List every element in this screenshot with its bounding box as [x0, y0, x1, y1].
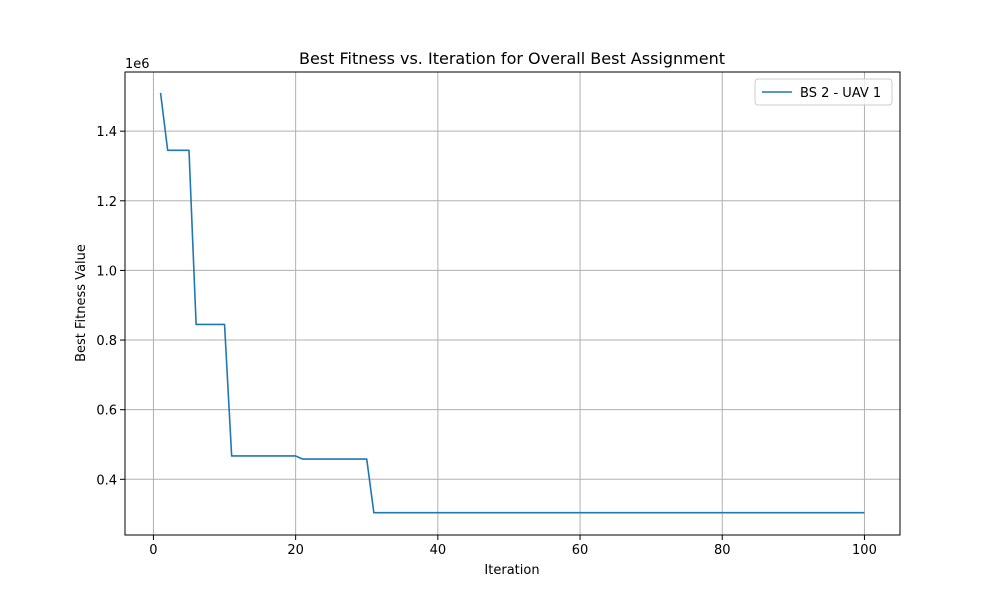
x-tick-label: 0: [149, 543, 157, 558]
y-tick-label: 0.8: [96, 334, 117, 349]
plot-frame: [124, 71, 901, 536]
grid: [125, 72, 900, 535]
series-lines: [159, 92, 865, 514]
legend: BS 2 - UAV 1: [754, 78, 893, 106]
legend-label: BS 2 - UAV 1: [800, 86, 881, 101]
x-tick-label: 60: [572, 543, 589, 558]
x-tick-label: 80: [714, 543, 731, 558]
y-tick-label: 0.4: [96, 473, 117, 488]
x-axis-label: Iteration: [484, 563, 539, 578]
y-axis-offset-label: 1e6: [125, 57, 150, 72]
y-tick-label: 1.2: [96, 195, 117, 210]
series-line: [159, 92, 865, 514]
y-tick-label: 1.0: [96, 264, 117, 279]
chart-title: Best Fitness vs. Iteration for Overall B…: [299, 49, 725, 68]
x-tick-label: 40: [430, 543, 447, 558]
x-tick-label: 100: [852, 543, 877, 558]
legend-box: [754, 78, 893, 106]
x-tick-label: 20: [287, 543, 304, 558]
y-axis-ticks: 0.4 0.6 0.8 1.0 1.2 1.4: [96, 125, 125, 488]
x-axis-ticks: 0 20 40 60 80 100: [149, 535, 877, 558]
plot-area: [125, 72, 900, 535]
y-axis-label: Best Fitness Value: [74, 244, 89, 362]
y-tick-label: 0.6: [96, 404, 117, 419]
y-tick-label: 1.4: [96, 125, 117, 140]
